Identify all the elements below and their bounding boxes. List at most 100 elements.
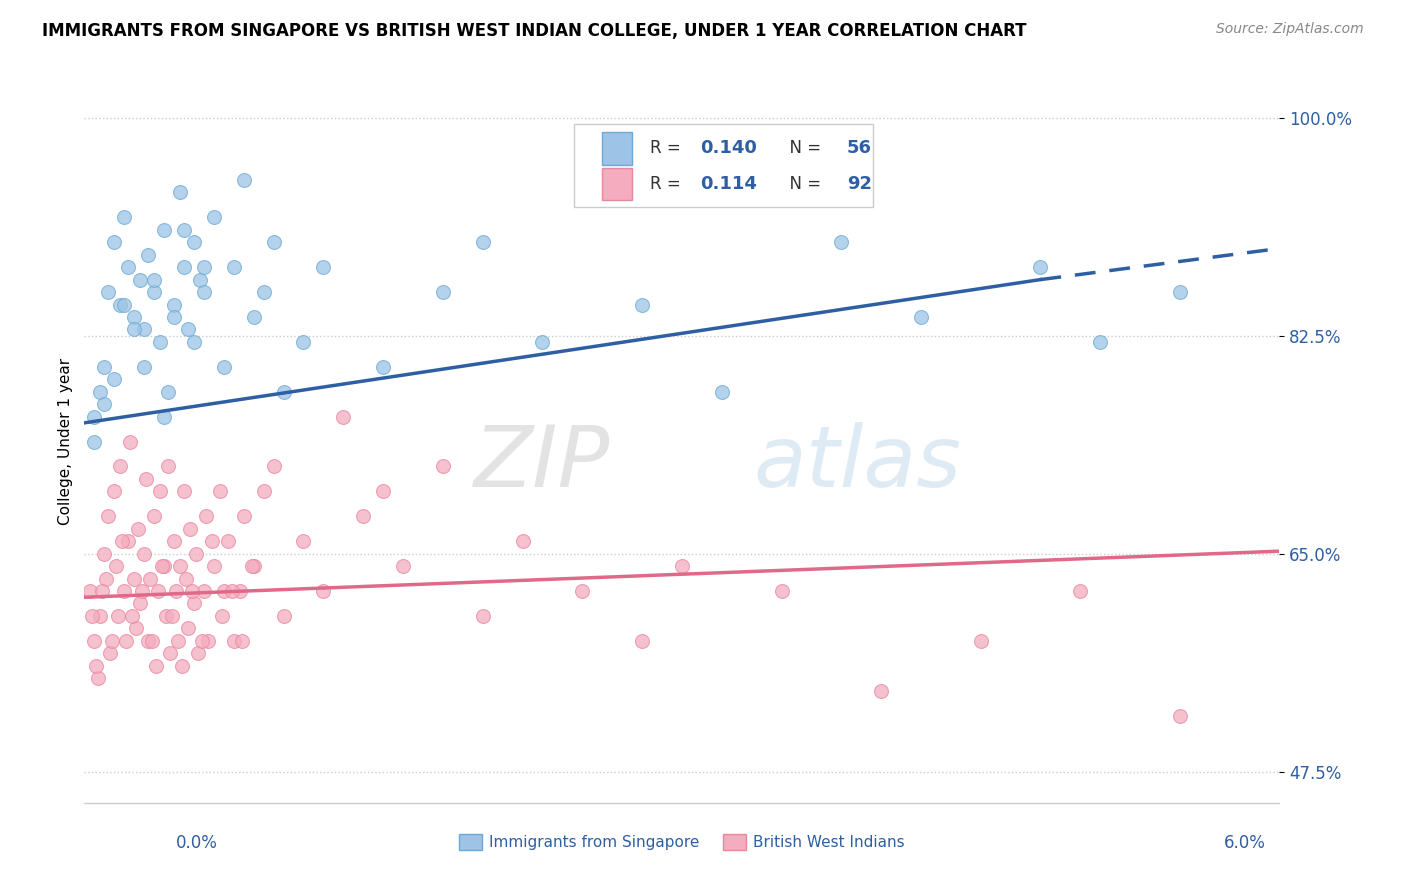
Point xyxy=(263,459,285,474)
Text: 0.140: 0.140 xyxy=(700,139,756,158)
Point xyxy=(292,534,315,549)
Point xyxy=(273,384,295,399)
Point xyxy=(253,484,276,499)
Point xyxy=(105,559,128,574)
Point xyxy=(112,297,135,311)
Point xyxy=(710,384,733,399)
Point xyxy=(183,235,205,250)
Point xyxy=(143,272,166,286)
FancyBboxPatch shape xyxy=(602,168,631,201)
Point xyxy=(970,633,993,648)
Text: ZIP: ZIP xyxy=(474,422,610,505)
Point xyxy=(96,572,118,586)
Point xyxy=(187,646,209,660)
Text: N =: N = xyxy=(779,175,827,194)
Point xyxy=(132,359,156,374)
Point xyxy=(221,584,243,599)
Point xyxy=(770,584,793,599)
Point xyxy=(183,597,205,611)
Point xyxy=(432,459,454,474)
Point xyxy=(132,547,156,561)
Point xyxy=(91,584,114,599)
Point xyxy=(93,397,115,411)
Point xyxy=(212,359,235,374)
Point xyxy=(107,609,129,624)
Point xyxy=(193,285,215,299)
Point xyxy=(121,609,143,624)
Text: Source: ZipAtlas.com: Source: ZipAtlas.com xyxy=(1216,22,1364,37)
Point xyxy=(232,509,254,524)
Point xyxy=(512,534,534,549)
Point xyxy=(173,223,195,237)
Point xyxy=(145,658,167,673)
Point xyxy=(163,534,186,549)
Text: 0.114: 0.114 xyxy=(700,175,756,194)
Point xyxy=(125,621,148,635)
Point xyxy=(194,509,217,524)
Point xyxy=(93,547,115,561)
Point xyxy=(155,609,177,624)
Point xyxy=(332,409,354,424)
Point xyxy=(177,322,200,336)
Point xyxy=(98,646,121,660)
Text: 6.0%: 6.0% xyxy=(1223,834,1265,852)
Point xyxy=(112,211,135,225)
Point xyxy=(217,534,239,549)
Text: 56: 56 xyxy=(846,139,872,158)
Point xyxy=(181,584,204,599)
Text: IMMIGRANTS FROM SINGAPORE VS BRITISH WEST INDIAN COLLEGE, UNDER 1 YEAR CORRELATI: IMMIGRANTS FROM SINGAPORE VS BRITISH WES… xyxy=(42,22,1026,40)
Point xyxy=(232,173,254,187)
Point xyxy=(830,235,852,250)
Point xyxy=(352,509,374,524)
Point xyxy=(110,459,132,474)
Point xyxy=(117,534,139,549)
Point xyxy=(188,272,211,286)
Point xyxy=(87,671,110,685)
Point xyxy=(122,322,145,336)
Point xyxy=(117,260,139,274)
Text: 92: 92 xyxy=(846,175,872,194)
Point xyxy=(183,334,205,349)
Point xyxy=(103,235,125,250)
Point xyxy=(202,559,225,574)
Point xyxy=(103,484,125,499)
Point xyxy=(263,235,285,250)
Point xyxy=(131,584,153,599)
Point xyxy=(165,584,187,599)
Point xyxy=(229,584,252,599)
Point xyxy=(160,609,183,624)
Point xyxy=(531,334,554,349)
Point xyxy=(571,584,593,599)
FancyBboxPatch shape xyxy=(575,124,873,207)
Point xyxy=(197,633,219,648)
Point xyxy=(174,572,197,586)
Point xyxy=(153,223,176,237)
Point xyxy=(79,584,101,599)
Point xyxy=(240,559,263,574)
Point xyxy=(373,484,395,499)
Point xyxy=(149,334,172,349)
Point xyxy=(208,484,231,499)
Point xyxy=(143,509,166,524)
Point xyxy=(193,260,215,274)
Point xyxy=(129,597,152,611)
Point xyxy=(212,584,235,599)
Point xyxy=(471,609,494,624)
Point xyxy=(312,260,335,274)
Point xyxy=(273,609,295,624)
Point xyxy=(97,285,120,299)
Y-axis label: College, Under 1 year: College, Under 1 year xyxy=(58,358,73,525)
Point xyxy=(93,359,115,374)
Point xyxy=(191,633,214,648)
Point xyxy=(312,584,335,599)
Point xyxy=(157,459,180,474)
Point xyxy=(432,285,454,299)
Point xyxy=(1069,584,1091,599)
Point xyxy=(242,310,264,324)
Point xyxy=(177,621,200,635)
Point xyxy=(1090,334,1112,349)
Point xyxy=(163,310,186,324)
Point xyxy=(631,633,654,648)
Point xyxy=(222,633,245,648)
Point xyxy=(141,633,163,648)
